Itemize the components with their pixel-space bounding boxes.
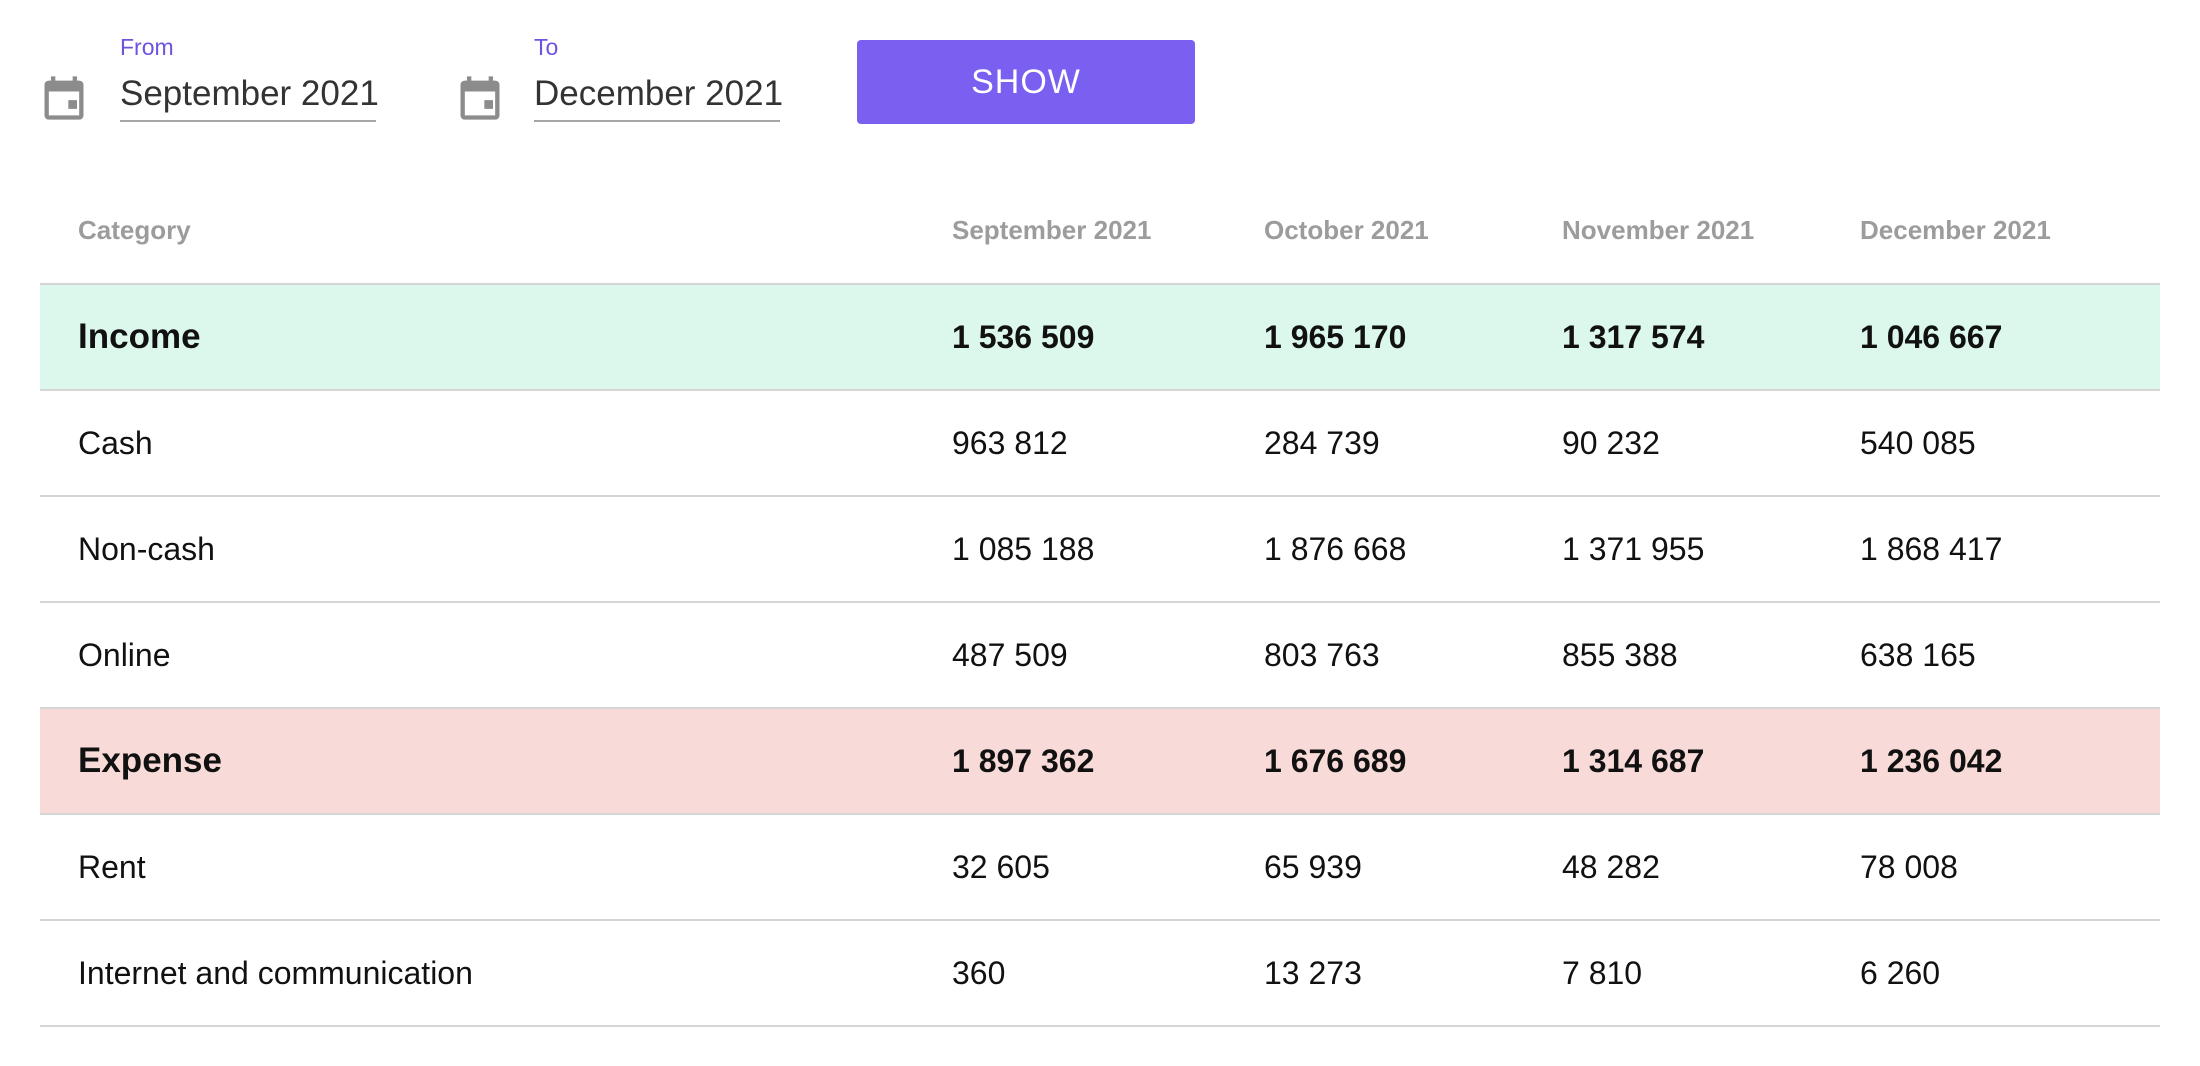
category-cell: Rent bbox=[40, 814, 914, 921]
value-cell: 487 509 bbox=[914, 602, 1226, 709]
value-cell: 1 085 188 bbox=[914, 496, 1226, 603]
show-button[interactable]: SHOW bbox=[857, 40, 1195, 124]
value-cell: 1 536 509 bbox=[914, 284, 1226, 391]
to-date-input[interactable]: December 2021 bbox=[534, 72, 783, 122]
value-cell: 360 bbox=[914, 920, 1226, 1027]
income-row[interactable]: Income 1 536 509 1 965 170 1 317 574 1 0… bbox=[40, 284, 2160, 391]
value-cell: 32 605 bbox=[914, 814, 1226, 921]
value-cell: 1 317 574 bbox=[1524, 284, 1822, 391]
value-cell: 540 085 bbox=[1822, 390, 2160, 497]
table-row[interactable]: Rent 32 605 65 939 48 282 78 008 bbox=[40, 814, 2160, 921]
value-cell: 963 812 bbox=[914, 390, 1226, 497]
value-cell: 7 810 bbox=[1524, 920, 1822, 1027]
value-cell: 1 868 417 bbox=[1822, 496, 2160, 603]
category-cell: Expense bbox=[40, 708, 914, 815]
value-cell: 78 008 bbox=[1822, 814, 2160, 921]
category-cell: Internet and communication bbox=[40, 920, 914, 1027]
value-cell: 1 236 042 bbox=[1822, 708, 2160, 815]
calendar-icon[interactable] bbox=[454, 72, 506, 124]
column-header-category[interactable]: Category bbox=[40, 178, 914, 285]
table-row[interactable]: Non-cash 1 085 188 1 876 668 1 371 955 1… bbox=[40, 496, 2160, 603]
column-header-month[interactable]: November 2021 bbox=[1524, 178, 1822, 285]
category-cell: Online bbox=[40, 602, 914, 709]
value-cell: 1 897 362 bbox=[914, 708, 1226, 815]
table-header-row: Category September 2021 October 2021 Nov… bbox=[40, 178, 2160, 285]
value-cell: 284 739 bbox=[1226, 390, 1524, 497]
to-label: To bbox=[534, 34, 559, 60]
value-cell: 638 165 bbox=[1822, 602, 2160, 709]
column-header-month[interactable]: September 2021 bbox=[914, 178, 1226, 285]
value-cell: 1 676 689 bbox=[1226, 708, 1524, 815]
value-cell: 65 939 bbox=[1226, 814, 1524, 921]
table-row[interactable]: Internet and communication 360 13 273 7 … bbox=[40, 920, 2160, 1027]
value-cell: 13 273 bbox=[1226, 920, 1524, 1027]
value-cell: 1 314 687 bbox=[1524, 708, 1822, 815]
category-cell: Cash bbox=[40, 390, 914, 497]
value-cell: 803 763 bbox=[1226, 602, 1524, 709]
table-row[interactable]: Cash 963 812 284 739 90 232 540 085 bbox=[40, 390, 2160, 497]
value-cell: 1 371 955 bbox=[1524, 496, 1822, 603]
category-cell: Non-cash bbox=[40, 496, 914, 603]
expense-row[interactable]: Expense 1 897 362 1 676 689 1 314 687 1 … bbox=[40, 708, 2160, 815]
value-cell: 855 388 bbox=[1524, 602, 1822, 709]
calendar-icon[interactable] bbox=[38, 72, 90, 124]
value-cell: 48 282 bbox=[1524, 814, 1822, 921]
report-table: Category September 2021 October 2021 Nov… bbox=[40, 178, 2160, 1027]
value-cell: 1 965 170 bbox=[1226, 284, 1524, 391]
value-cell: 6 260 bbox=[1822, 920, 2160, 1027]
category-cell: Income bbox=[40, 284, 914, 391]
from-label: From bbox=[120, 34, 174, 60]
column-header-month[interactable]: October 2021 bbox=[1226, 178, 1524, 285]
column-header-month[interactable]: December 2021 bbox=[1822, 178, 2160, 285]
value-cell: 90 232 bbox=[1524, 390, 1822, 497]
value-cell: 1 876 668 bbox=[1226, 496, 1524, 603]
value-cell: 1 046 667 bbox=[1822, 284, 2160, 391]
table-row[interactable]: Online 487 509 803 763 855 388 638 165 bbox=[40, 602, 2160, 709]
from-date-input[interactable]: September 2021 bbox=[120, 72, 379, 122]
